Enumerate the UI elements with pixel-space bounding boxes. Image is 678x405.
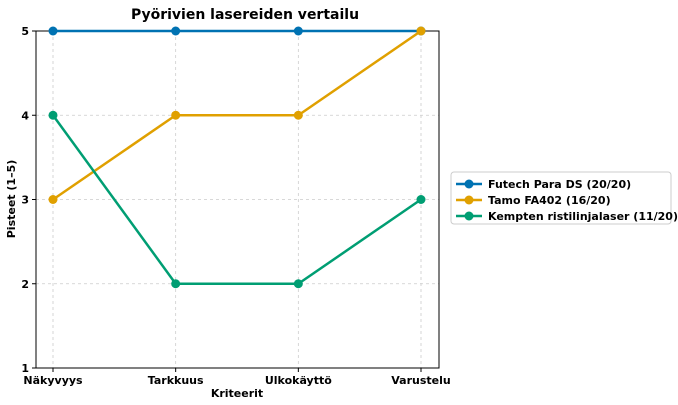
data-point <box>48 110 58 120</box>
y-tick-label: 1 <box>21 362 29 375</box>
data-point <box>416 26 426 36</box>
series-line <box>52 29 422 201</box>
x-axis-label: Kriteerit <box>211 387 263 400</box>
y-tick-label: 2 <box>21 278 29 291</box>
axis-ticks: 1 2 3 4 5 Näkyvyys Tarkkuus Ulkokäyttö Varustelu <box>21 25 450 387</box>
series <box>48 26 426 289</box>
data-point <box>48 26 58 36</box>
data-point <box>293 26 303 36</box>
legend-label: Futech Para DS (20/20) <box>488 178 631 191</box>
legend-swatch-marker <box>464 195 474 205</box>
data-point <box>171 110 181 120</box>
data-point <box>416 195 426 204</box>
legend-label: Kempten ristilinjalaser (11/20) <box>488 210 678 223</box>
plot-area: 1 2 3 4 5 Näkyvyys Tarkkuus Ulkokäyttö Varustelu <box>21 25 450 387</box>
legend: Futech Para DS (20/20) Tamo FA402 (16/20)… <box>450 171 678 225</box>
data-point <box>48 195 58 204</box>
y-tick-label: 4 <box>21 109 29 122</box>
data-point <box>171 26 181 36</box>
x-tick-label: Näkyvyys <box>23 374 83 387</box>
series-line <box>51 114 422 285</box>
chart-title: Pyörivien lasereiden vertailu <box>131 7 359 23</box>
data-point <box>171 279 181 289</box>
y-tick-label: 3 <box>21 194 29 207</box>
legend-label: Tamo FA402 (16/20) <box>488 194 611 207</box>
legend-swatch-marker <box>464 211 474 221</box>
data-point <box>293 110 303 120</box>
legend-swatch-marker <box>464 179 474 189</box>
x-tick-label: Ulkokäyttö <box>265 374 332 387</box>
x-tick-label: Varustelu <box>391 374 450 387</box>
y-tick-label: 5 <box>21 25 29 38</box>
grid <box>36 30 439 369</box>
x-tick-label: Tarkkuus <box>148 374 204 387</box>
legend-frame <box>450 171 672 225</box>
data-point <box>293 279 303 289</box>
y-axis-label: Pisteet (1–5) <box>5 160 18 239</box>
